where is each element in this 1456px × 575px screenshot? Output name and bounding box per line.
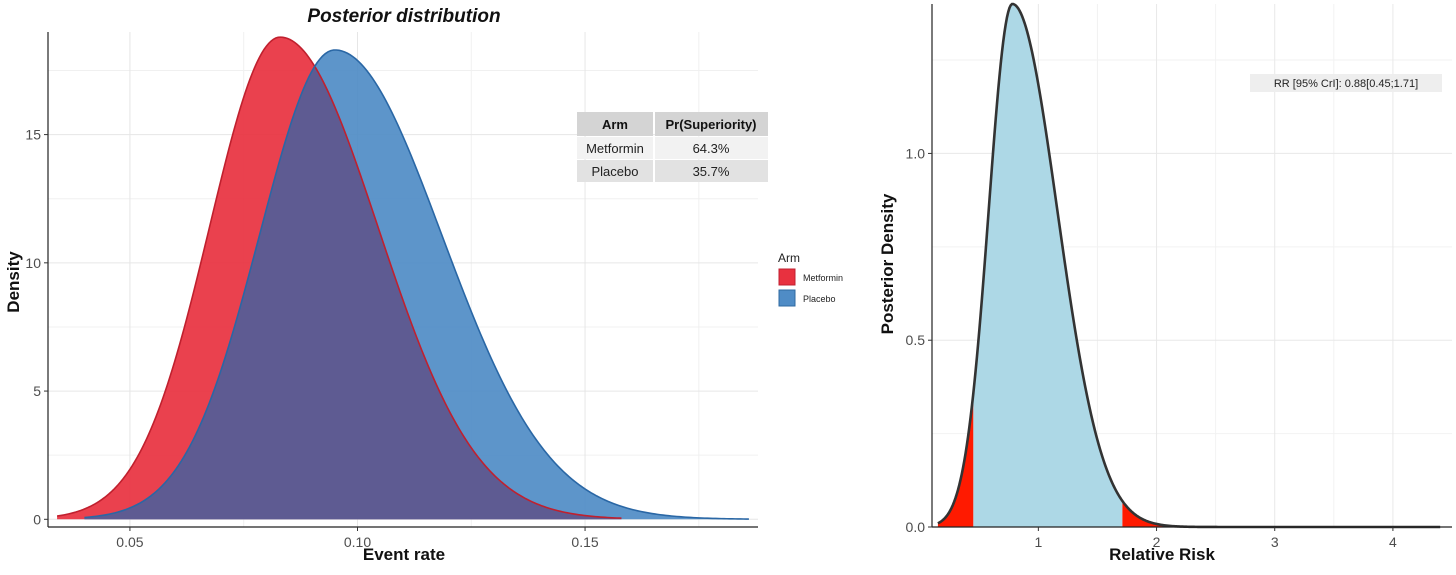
- y-ticks: 0 5 10 15: [25, 127, 48, 527]
- axes: [47, 32, 758, 528]
- annotation-background: [1250, 74, 1442, 92]
- table-cell: [655, 137, 768, 159]
- area-overlap: [84, 66, 622, 520]
- x-tick-label: 0.05: [116, 534, 143, 550]
- line-placebo: [84, 49, 749, 520]
- legend-key-metformin: [778, 268, 796, 286]
- table-cell: [577, 160, 653, 182]
- legend-label-metformin: Metformin: [803, 273, 843, 283]
- y-tick-label: 1.0: [906, 145, 926, 161]
- line-metformin: [56, 36, 622, 520]
- posterior-distribution-chart: Posterior distribution 0.05 0.10 0.15 0 5 10…: [4, 6, 843, 564]
- y-tick-label: 0.0: [906, 519, 926, 535]
- x-axis-title: Event rate: [363, 545, 445, 564]
- table-cell: [577, 137, 653, 159]
- y-tick-label: 0.5: [906, 332, 926, 348]
- axes: [931, 4, 1452, 528]
- table-cell: [655, 160, 768, 182]
- rr-annotation: RR [95% CrI]: 0.88[0.45;1.71]: [1274, 78, 1418, 90]
- table-header-cell: [577, 112, 653, 136]
- y-tick-label: 0: [33, 511, 41, 527]
- legend-title: Arm: [778, 251, 800, 265]
- y-tick-label: 15: [25, 127, 41, 143]
- x-tick-label: 3: [1271, 534, 1279, 550]
- legend-key-placebo: [778, 289, 796, 307]
- x-ticks: 1 2 3 4: [1034, 527, 1397, 550]
- legend-label-placebo: Placebo: [803, 294, 836, 304]
- y-ticks: 0.0 0.5 1.0: [906, 145, 932, 535]
- x-tick-label: 4: [1389, 534, 1397, 550]
- lower-tail-area: [937, 392, 974, 527]
- annotation-box: RR [95% CrI]: 0.88[0.45;1.71]: [1250, 74, 1442, 92]
- legend: Arm Metformin Placebo: [778, 251, 843, 307]
- x-axis-title: Relative Risk: [1109, 545, 1215, 564]
- y-axis-title: Posterior Density: [880, 193, 897, 334]
- table-cell-value: 35.7%: [693, 164, 730, 179]
- superiority-table: Arm Pr(Superiority) Metformin 64.3% Plac…: [577, 112, 768, 182]
- x-tick-label: 0.15: [571, 534, 598, 550]
- x-tick-label: 1: [1034, 534, 1042, 550]
- x-tick-label: 0.10: [344, 534, 371, 550]
- left-chart-svg: Posterior distribution 0.05 0.10 0.15 0 5 10…: [4, 6, 843, 564]
- chart-title: Posterior distribution: [307, 6, 500, 27]
- table-header-arm: Arm: [602, 117, 628, 132]
- table-cell-value: 64.3%: [693, 141, 730, 156]
- relative-risk-chart: 1 2 3 4 0.0 0.5 1.0 RR [95% CrI]: 0.88[0.45;1…: [878, 0, 1456, 570]
- density-areas: [56, 36, 749, 520]
- table-header-pr-superiority: Pr(Superiority): [665, 117, 756, 132]
- x-ticks: 0.05 0.10 0.15: [116, 527, 599, 550]
- x-tick-label: 2: [1153, 534, 1161, 550]
- y-axis-title: Density: [4, 251, 23, 313]
- right-chart-svg: 1 2 3 4 0.0 0.5 1.0 RR [95% CrI]: 0.88[0.45;1…: [878, 2, 1452, 564]
- y-tick-label: 5: [33, 383, 41, 399]
- credible-interval-area: [973, 4, 1123, 527]
- y-tick-label: 10: [25, 255, 41, 271]
- table-header-cell: [655, 112, 768, 136]
- table-cell-arm: Placebo: [592, 164, 639, 179]
- table-cell-arm: Metformin: [586, 141, 644, 156]
